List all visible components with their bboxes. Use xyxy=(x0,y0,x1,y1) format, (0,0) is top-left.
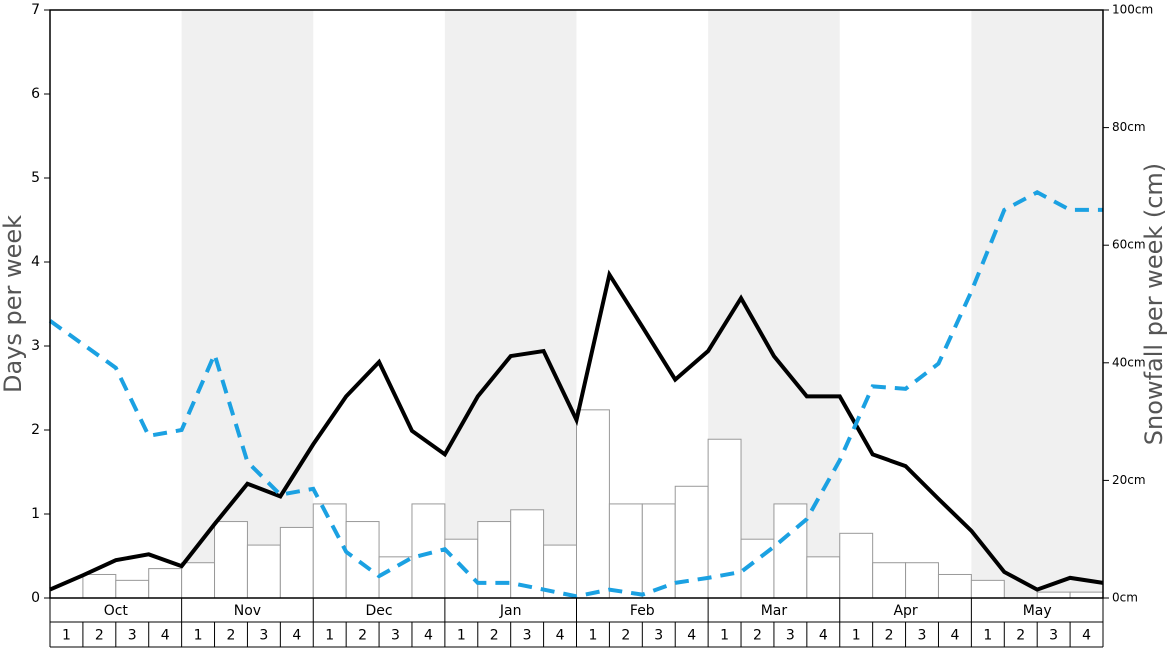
bar xyxy=(279,526,314,599)
bar xyxy=(312,503,347,599)
y-tick-label: 2 xyxy=(31,422,40,438)
x-tick-label: 4 xyxy=(292,628,301,644)
y2-tick-label: 0cm xyxy=(1112,591,1138,605)
y2-tick-label: 20cm xyxy=(1112,473,1146,487)
x-tick-label: 3 xyxy=(786,628,795,644)
month-label: Nov xyxy=(234,603,261,619)
y-tick-label: 3 xyxy=(31,338,40,354)
month-label: May xyxy=(1023,603,1052,619)
x-tick-label: 1 xyxy=(852,628,861,644)
bar xyxy=(641,503,676,599)
x-tick-label: 1 xyxy=(983,628,992,644)
x-tick-label: 3 xyxy=(918,628,927,644)
x-tick-label: 3 xyxy=(391,628,400,644)
y2-tick-label: 60cm xyxy=(1112,238,1146,252)
bar xyxy=(773,503,808,599)
bar xyxy=(214,521,248,599)
x-tick-label: 2 xyxy=(95,628,104,644)
month-label: Dec xyxy=(366,603,393,619)
x-tick-label: 3 xyxy=(259,628,268,644)
month-label: Oct xyxy=(104,603,129,619)
x-tick-label: 2 xyxy=(621,628,630,644)
bar xyxy=(115,579,150,599)
x-tick-label: 4 xyxy=(819,628,828,644)
x-tick-label: 2 xyxy=(1016,628,1025,644)
y2-tick-label: 40cm xyxy=(1112,355,1146,369)
y-tick-label: 6 xyxy=(31,86,40,102)
x-tick-label: 4 xyxy=(950,628,959,644)
month-label: Apr xyxy=(893,603,917,619)
x-tick-label: 2 xyxy=(753,628,762,644)
y-axis-label: Days per week xyxy=(0,215,27,393)
bar xyxy=(608,503,643,599)
bar xyxy=(1069,591,1104,599)
y-tick-label: 4 xyxy=(31,254,40,270)
bar xyxy=(905,562,939,599)
x-tick-label: 4 xyxy=(687,628,696,644)
x-tick-label: 1 xyxy=(194,628,203,644)
month-label: Mar xyxy=(761,603,788,619)
x-tick-label: 1 xyxy=(720,628,729,644)
bar xyxy=(937,573,972,599)
x-tick-label: 1 xyxy=(325,628,334,644)
month-band xyxy=(181,10,314,598)
y2-axis-label: Snowfall per week (cm) xyxy=(1140,163,1168,445)
x-tick-label: 3 xyxy=(654,628,663,644)
x-tick-label: 3 xyxy=(523,628,532,644)
bar xyxy=(872,562,907,599)
line-series xyxy=(49,269,1104,592)
bar xyxy=(246,544,281,599)
bar xyxy=(510,509,545,599)
month-band xyxy=(971,10,1103,598)
x-tick-label: 1 xyxy=(62,628,71,644)
month-label: Jan xyxy=(499,603,522,619)
x-tick-label: 2 xyxy=(490,628,499,644)
bar xyxy=(1036,591,1071,599)
x-tick-label: 2 xyxy=(885,628,894,644)
y-tick-label: 5 xyxy=(31,170,40,186)
bar xyxy=(839,532,874,599)
month-band xyxy=(444,10,577,598)
x-tick-label: 2 xyxy=(358,628,367,644)
bar xyxy=(477,521,512,599)
y-tick-label: 1 xyxy=(31,506,40,522)
bar xyxy=(806,556,841,599)
bar xyxy=(378,556,413,599)
x-tick-label: 4 xyxy=(1082,628,1091,644)
bar xyxy=(181,562,216,599)
x-tick-label: 4 xyxy=(161,628,170,644)
y2-tick-label: 80cm xyxy=(1112,120,1146,134)
bar xyxy=(970,579,1005,599)
x-tick-label: 3 xyxy=(1049,628,1058,644)
x-tick-label: 3 xyxy=(128,628,137,644)
y-tick-label: 7 xyxy=(31,2,40,18)
x-tick-label: 1 xyxy=(457,628,466,644)
bar xyxy=(674,485,709,599)
background xyxy=(181,10,1103,598)
x-tick-label: 1 xyxy=(588,628,597,644)
month-label: Feb xyxy=(630,603,655,619)
x-tick-label: 4 xyxy=(424,628,433,644)
bar xyxy=(148,568,183,599)
y-tick-label: 0 xyxy=(31,590,40,606)
bar xyxy=(576,409,610,599)
bar xyxy=(411,503,446,599)
y2-tick-label: 100cm xyxy=(1112,3,1153,17)
x-tick-label: 2 xyxy=(227,628,236,644)
x-tick-label: 4 xyxy=(556,628,565,644)
line-series xyxy=(48,190,1103,599)
bar xyxy=(345,521,380,599)
bar xyxy=(82,573,117,599)
